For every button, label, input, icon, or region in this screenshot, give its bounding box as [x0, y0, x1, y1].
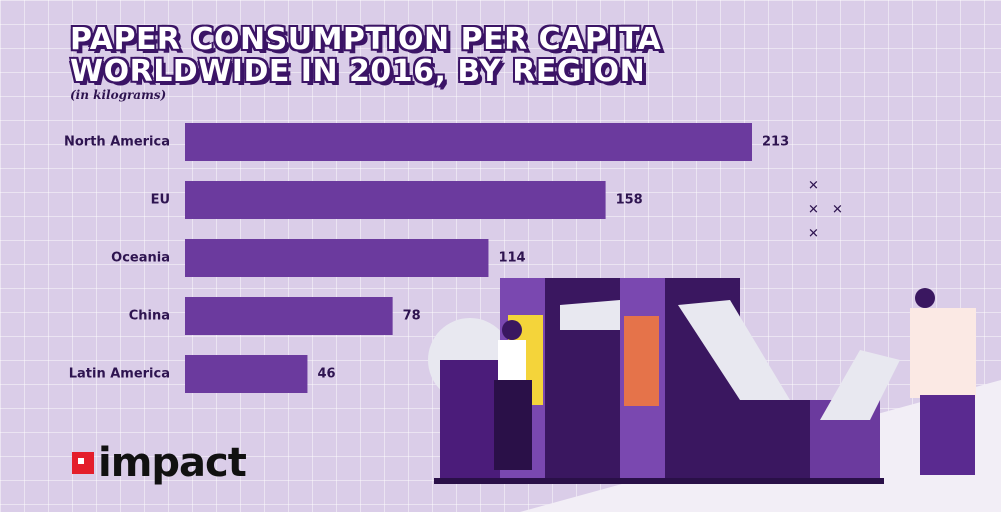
svg-text:✕: ✕	[832, 203, 843, 218]
value-label: 114	[498, 251, 525, 266]
category-label: EU	[151, 193, 170, 208]
category-label: North America	[64, 135, 170, 150]
svg-text:✕: ✕	[808, 179, 819, 194]
category-label: Oceania	[111, 251, 170, 266]
svg-text:✕: ✕	[808, 203, 819, 218]
logo-mark	[72, 452, 94, 474]
svg-text:✕: ✕	[808, 227, 819, 242]
bar	[185, 355, 308, 393]
chart-title: PAPER CONSUMPTION PER CAPITA WORLDWIDE I…	[70, 22, 662, 89]
logo-text: impact	[98, 440, 247, 486]
category-label: China	[129, 309, 170, 324]
bar	[185, 181, 606, 219]
value-label: 213	[762, 135, 789, 150]
value-label: 158	[616, 193, 643, 208]
bar	[185, 239, 489, 277]
chart-subtitle: (in kilograms)	[70, 88, 167, 102]
value-label: 78	[403, 309, 421, 324]
illustration: ✕ ✕ ✕ ✕	[428, 179, 1001, 512]
category-label: Latin America	[69, 367, 170, 382]
value-label: 46	[317, 367, 335, 382]
logo: impact	[72, 440, 247, 486]
bar	[185, 297, 393, 335]
bar	[185, 123, 752, 161]
